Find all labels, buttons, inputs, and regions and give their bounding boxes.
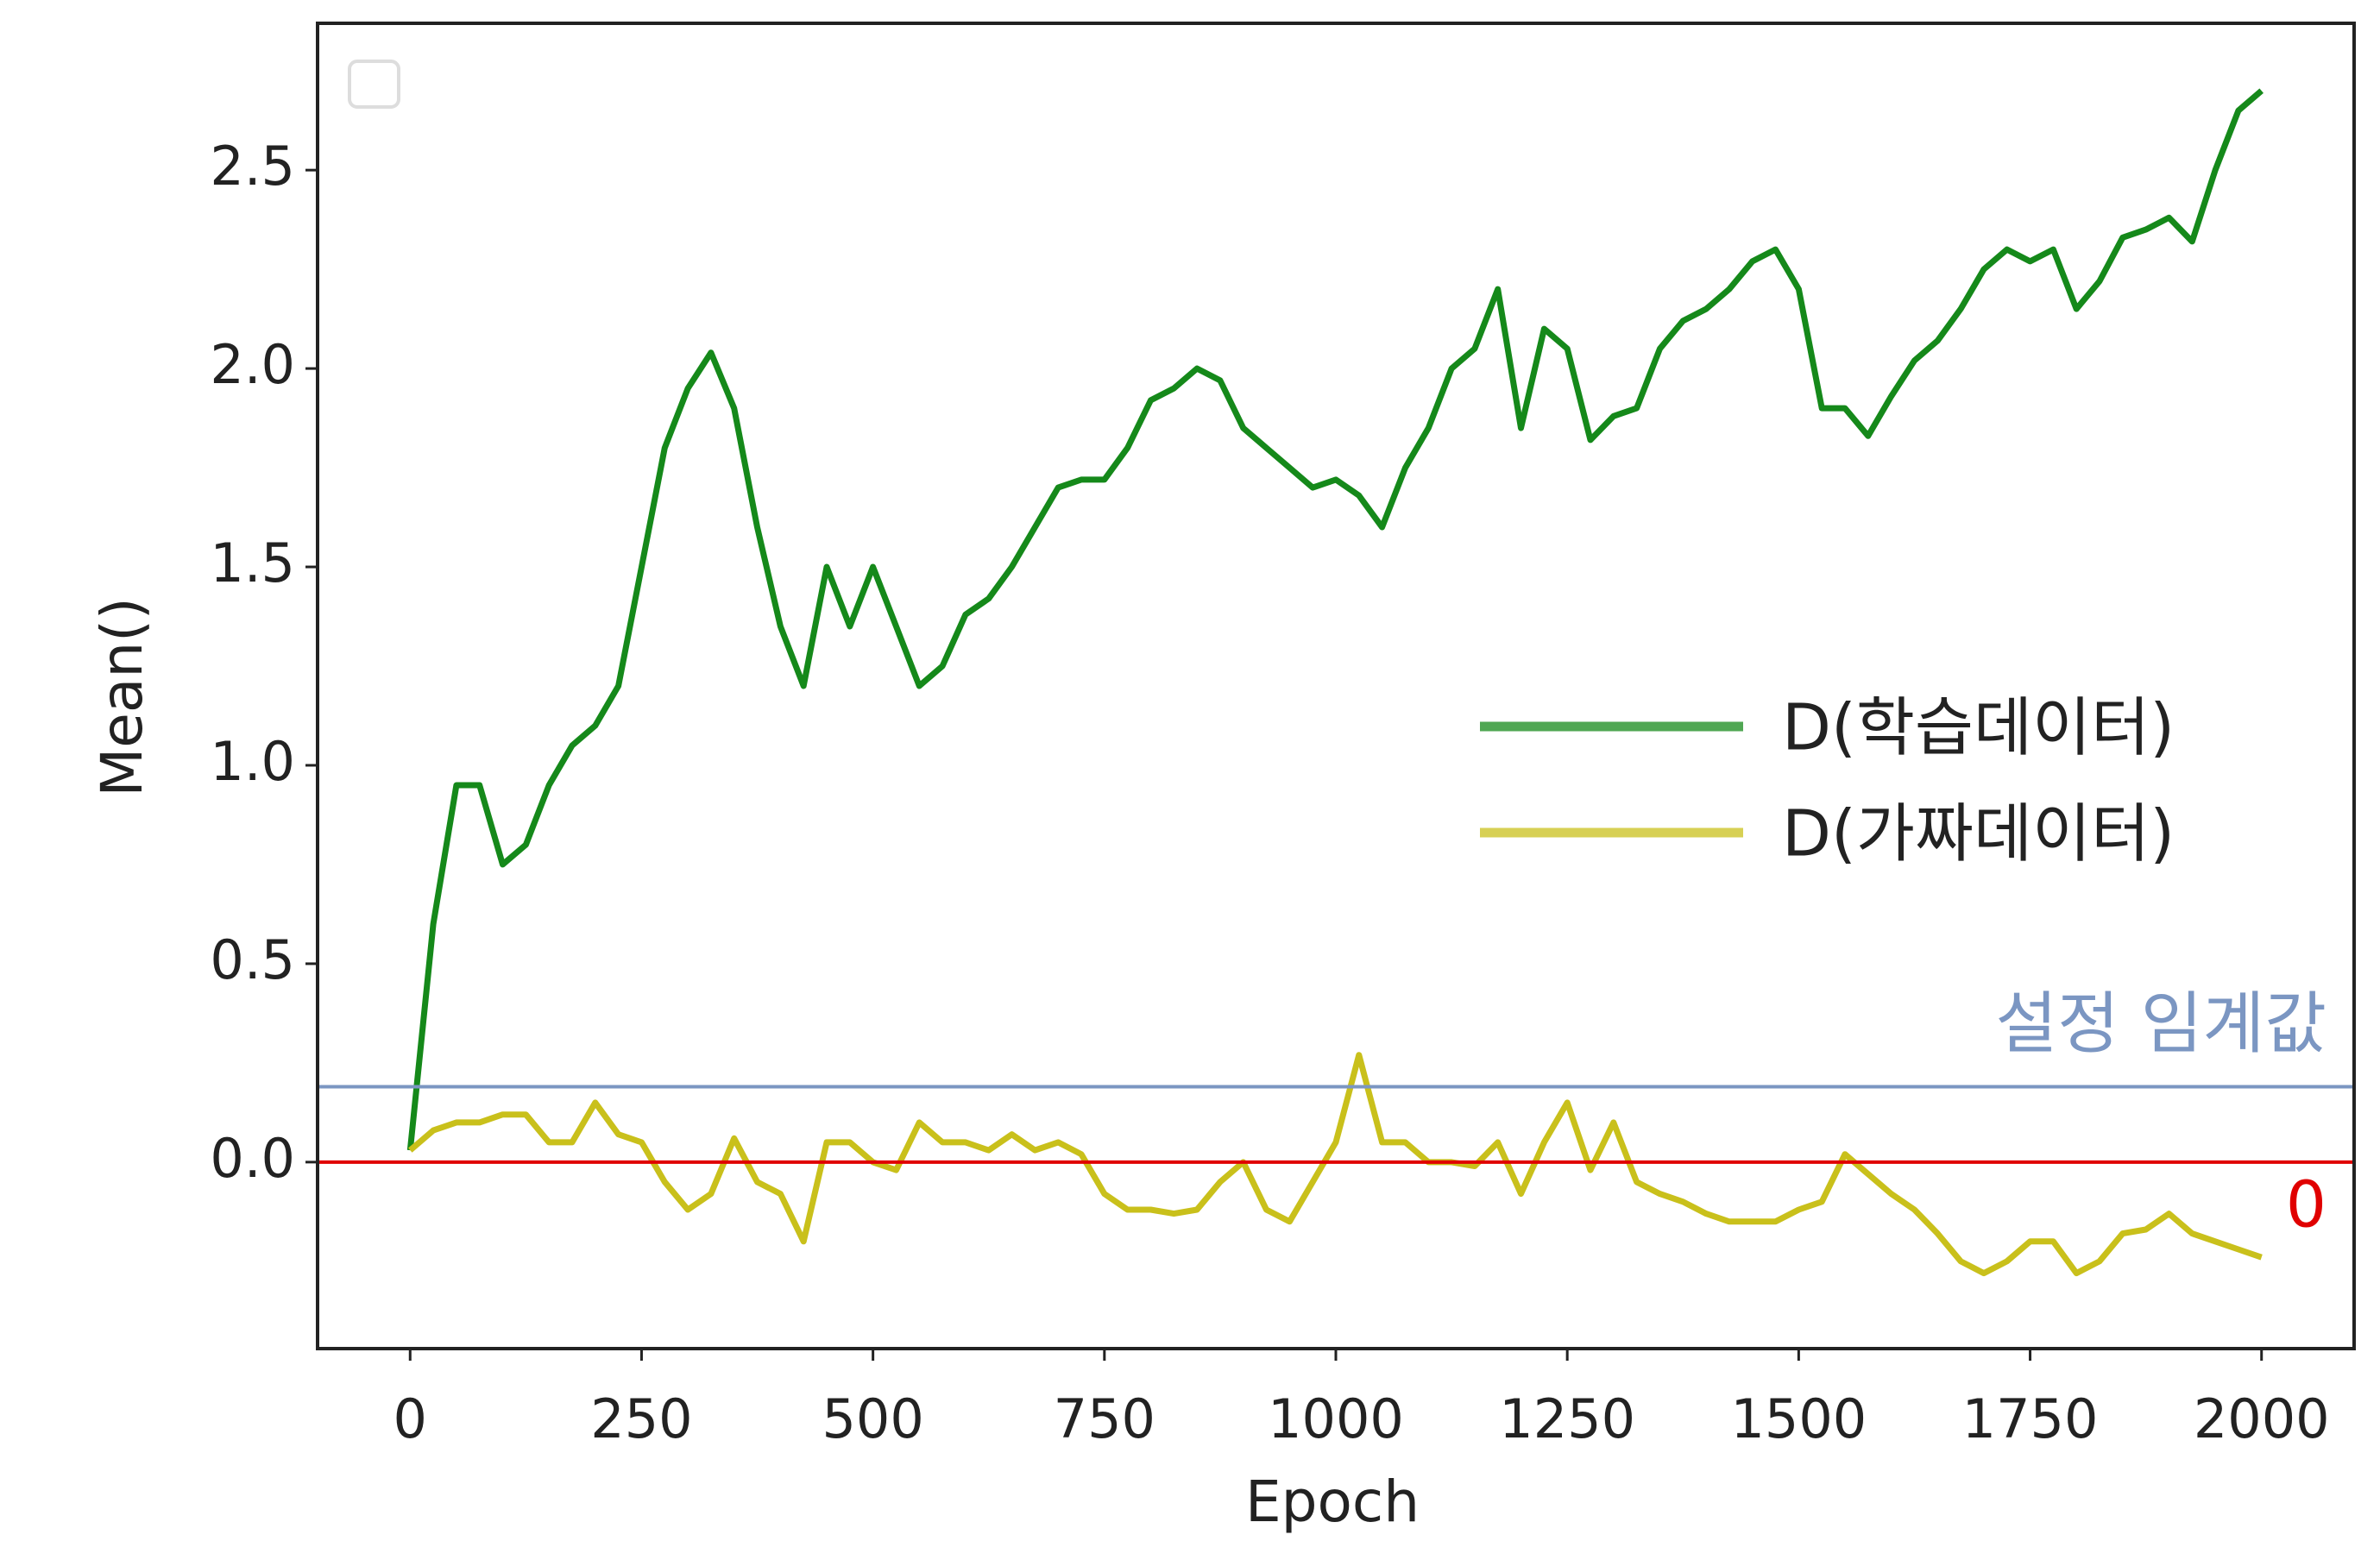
y-tick-label: 0.5 bbox=[210, 928, 295, 991]
empty-legend-box bbox=[348, 60, 400, 109]
x-tick-label: 2000 bbox=[2194, 1387, 2330, 1450]
x-tick-label: 1500 bbox=[1730, 1387, 1867, 1450]
y-axis-label: Mean() bbox=[89, 597, 155, 796]
x-axis-label: Epoch bbox=[1245, 1469, 1420, 1535]
y-tick-label: 2.5 bbox=[210, 135, 295, 198]
y-tick-label: 1.5 bbox=[210, 532, 295, 594]
legend-label: D(학습데이터) bbox=[1782, 691, 2175, 765]
plot-frame bbox=[316, 22, 2356, 1350]
x-tick-label: 250 bbox=[590, 1387, 692, 1450]
x-tick-label: 1750 bbox=[1962, 1387, 2099, 1450]
y-tick-label: 2.0 bbox=[210, 333, 295, 396]
data-line bbox=[406, 88, 2264, 1151]
data-line bbox=[408, 1052, 2263, 1277]
x-tick-label: 0 bbox=[394, 1387, 427, 1450]
y-tick-label: 0.0 bbox=[210, 1127, 295, 1190]
x-tick-label: 750 bbox=[1054, 1387, 1155, 1450]
x-tick-label: 500 bbox=[822, 1387, 923, 1450]
reference-label: 0 bbox=[2286, 1167, 2326, 1242]
legend-label: D(가짜데이터) bbox=[1782, 797, 2175, 871]
y-tick-label: 1.0 bbox=[210, 730, 295, 793]
reference-label: 설정 임계값 bbox=[1995, 985, 2326, 1063]
x-tick-label: 1000 bbox=[1268, 1387, 1404, 1450]
x-tick-label: 1250 bbox=[1499, 1387, 1635, 1450]
